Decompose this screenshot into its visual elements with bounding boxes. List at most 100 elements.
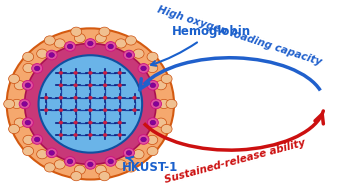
Ellipse shape [99, 171, 110, 181]
Circle shape [88, 41, 93, 46]
Ellipse shape [155, 81, 166, 90]
Ellipse shape [22, 118, 33, 127]
Circle shape [118, 84, 122, 87]
Circle shape [59, 96, 63, 99]
Ellipse shape [159, 99, 169, 108]
Ellipse shape [71, 171, 82, 181]
Ellipse shape [161, 74, 172, 84]
Circle shape [118, 71, 122, 74]
Ellipse shape [23, 135, 34, 145]
Ellipse shape [44, 163, 55, 172]
Ellipse shape [147, 135, 158, 145]
Circle shape [103, 108, 107, 112]
Ellipse shape [46, 50, 57, 60]
Circle shape [44, 108, 48, 112]
Ellipse shape [124, 148, 135, 158]
Circle shape [88, 96, 92, 99]
Ellipse shape [23, 52, 34, 61]
Ellipse shape [147, 118, 158, 127]
Circle shape [150, 83, 156, 88]
Ellipse shape [85, 39, 96, 48]
Circle shape [126, 53, 132, 57]
Ellipse shape [125, 36, 136, 45]
Ellipse shape [14, 118, 25, 127]
Ellipse shape [105, 42, 116, 51]
Circle shape [103, 121, 107, 124]
Circle shape [103, 84, 107, 87]
Ellipse shape [147, 52, 158, 61]
Ellipse shape [64, 42, 76, 51]
Text: High oxygen loading capacity: High oxygen loading capacity [156, 4, 323, 67]
Circle shape [67, 44, 73, 49]
Ellipse shape [37, 149, 48, 159]
Ellipse shape [71, 27, 82, 36]
Ellipse shape [64, 157, 76, 166]
Ellipse shape [23, 146, 34, 156]
Text: HKUST-1: HKUST-1 [122, 157, 179, 174]
Ellipse shape [155, 118, 166, 127]
Ellipse shape [25, 43, 156, 164]
Circle shape [34, 137, 40, 142]
Circle shape [88, 162, 93, 167]
Ellipse shape [9, 74, 20, 84]
Text: Hemoglobin: Hemoglobin [151, 25, 251, 66]
Ellipse shape [161, 124, 172, 134]
Ellipse shape [138, 135, 149, 144]
Circle shape [44, 96, 48, 99]
Circle shape [118, 108, 122, 112]
Circle shape [118, 96, 122, 99]
Circle shape [59, 121, 63, 124]
Ellipse shape [54, 160, 65, 169]
Circle shape [74, 121, 78, 124]
Circle shape [103, 96, 107, 99]
Ellipse shape [138, 64, 149, 73]
Circle shape [88, 84, 92, 87]
Circle shape [34, 66, 40, 71]
Ellipse shape [151, 99, 161, 109]
Circle shape [74, 133, 78, 137]
Ellipse shape [115, 39, 126, 48]
Circle shape [108, 44, 113, 49]
Circle shape [150, 120, 156, 125]
Ellipse shape [39, 55, 142, 153]
Circle shape [59, 133, 63, 137]
Ellipse shape [7, 28, 174, 180]
Ellipse shape [11, 99, 22, 108]
Circle shape [74, 108, 78, 112]
Ellipse shape [115, 160, 126, 169]
Circle shape [49, 53, 54, 57]
Circle shape [59, 84, 63, 87]
Circle shape [88, 133, 92, 137]
Ellipse shape [95, 165, 106, 174]
Ellipse shape [14, 81, 25, 90]
Circle shape [67, 159, 73, 164]
Circle shape [59, 71, 63, 74]
Ellipse shape [124, 50, 135, 60]
Ellipse shape [74, 33, 85, 43]
Circle shape [108, 159, 113, 164]
Ellipse shape [99, 27, 110, 36]
Ellipse shape [125, 163, 136, 172]
Circle shape [103, 71, 107, 74]
Ellipse shape [44, 36, 55, 45]
Ellipse shape [4, 99, 15, 108]
Ellipse shape [22, 81, 33, 90]
Ellipse shape [133, 149, 144, 159]
Circle shape [74, 71, 78, 74]
Circle shape [132, 108, 136, 112]
Ellipse shape [74, 165, 85, 174]
Ellipse shape [9, 124, 20, 134]
Ellipse shape [54, 39, 65, 48]
Circle shape [88, 108, 92, 112]
Ellipse shape [147, 146, 158, 156]
Circle shape [74, 96, 78, 99]
Ellipse shape [147, 81, 158, 90]
Ellipse shape [46, 148, 57, 158]
Ellipse shape [32, 135, 43, 144]
Circle shape [59, 108, 63, 112]
Ellipse shape [133, 49, 144, 58]
Circle shape [88, 71, 92, 74]
Ellipse shape [95, 33, 106, 43]
Circle shape [103, 133, 107, 137]
Ellipse shape [105, 157, 116, 166]
